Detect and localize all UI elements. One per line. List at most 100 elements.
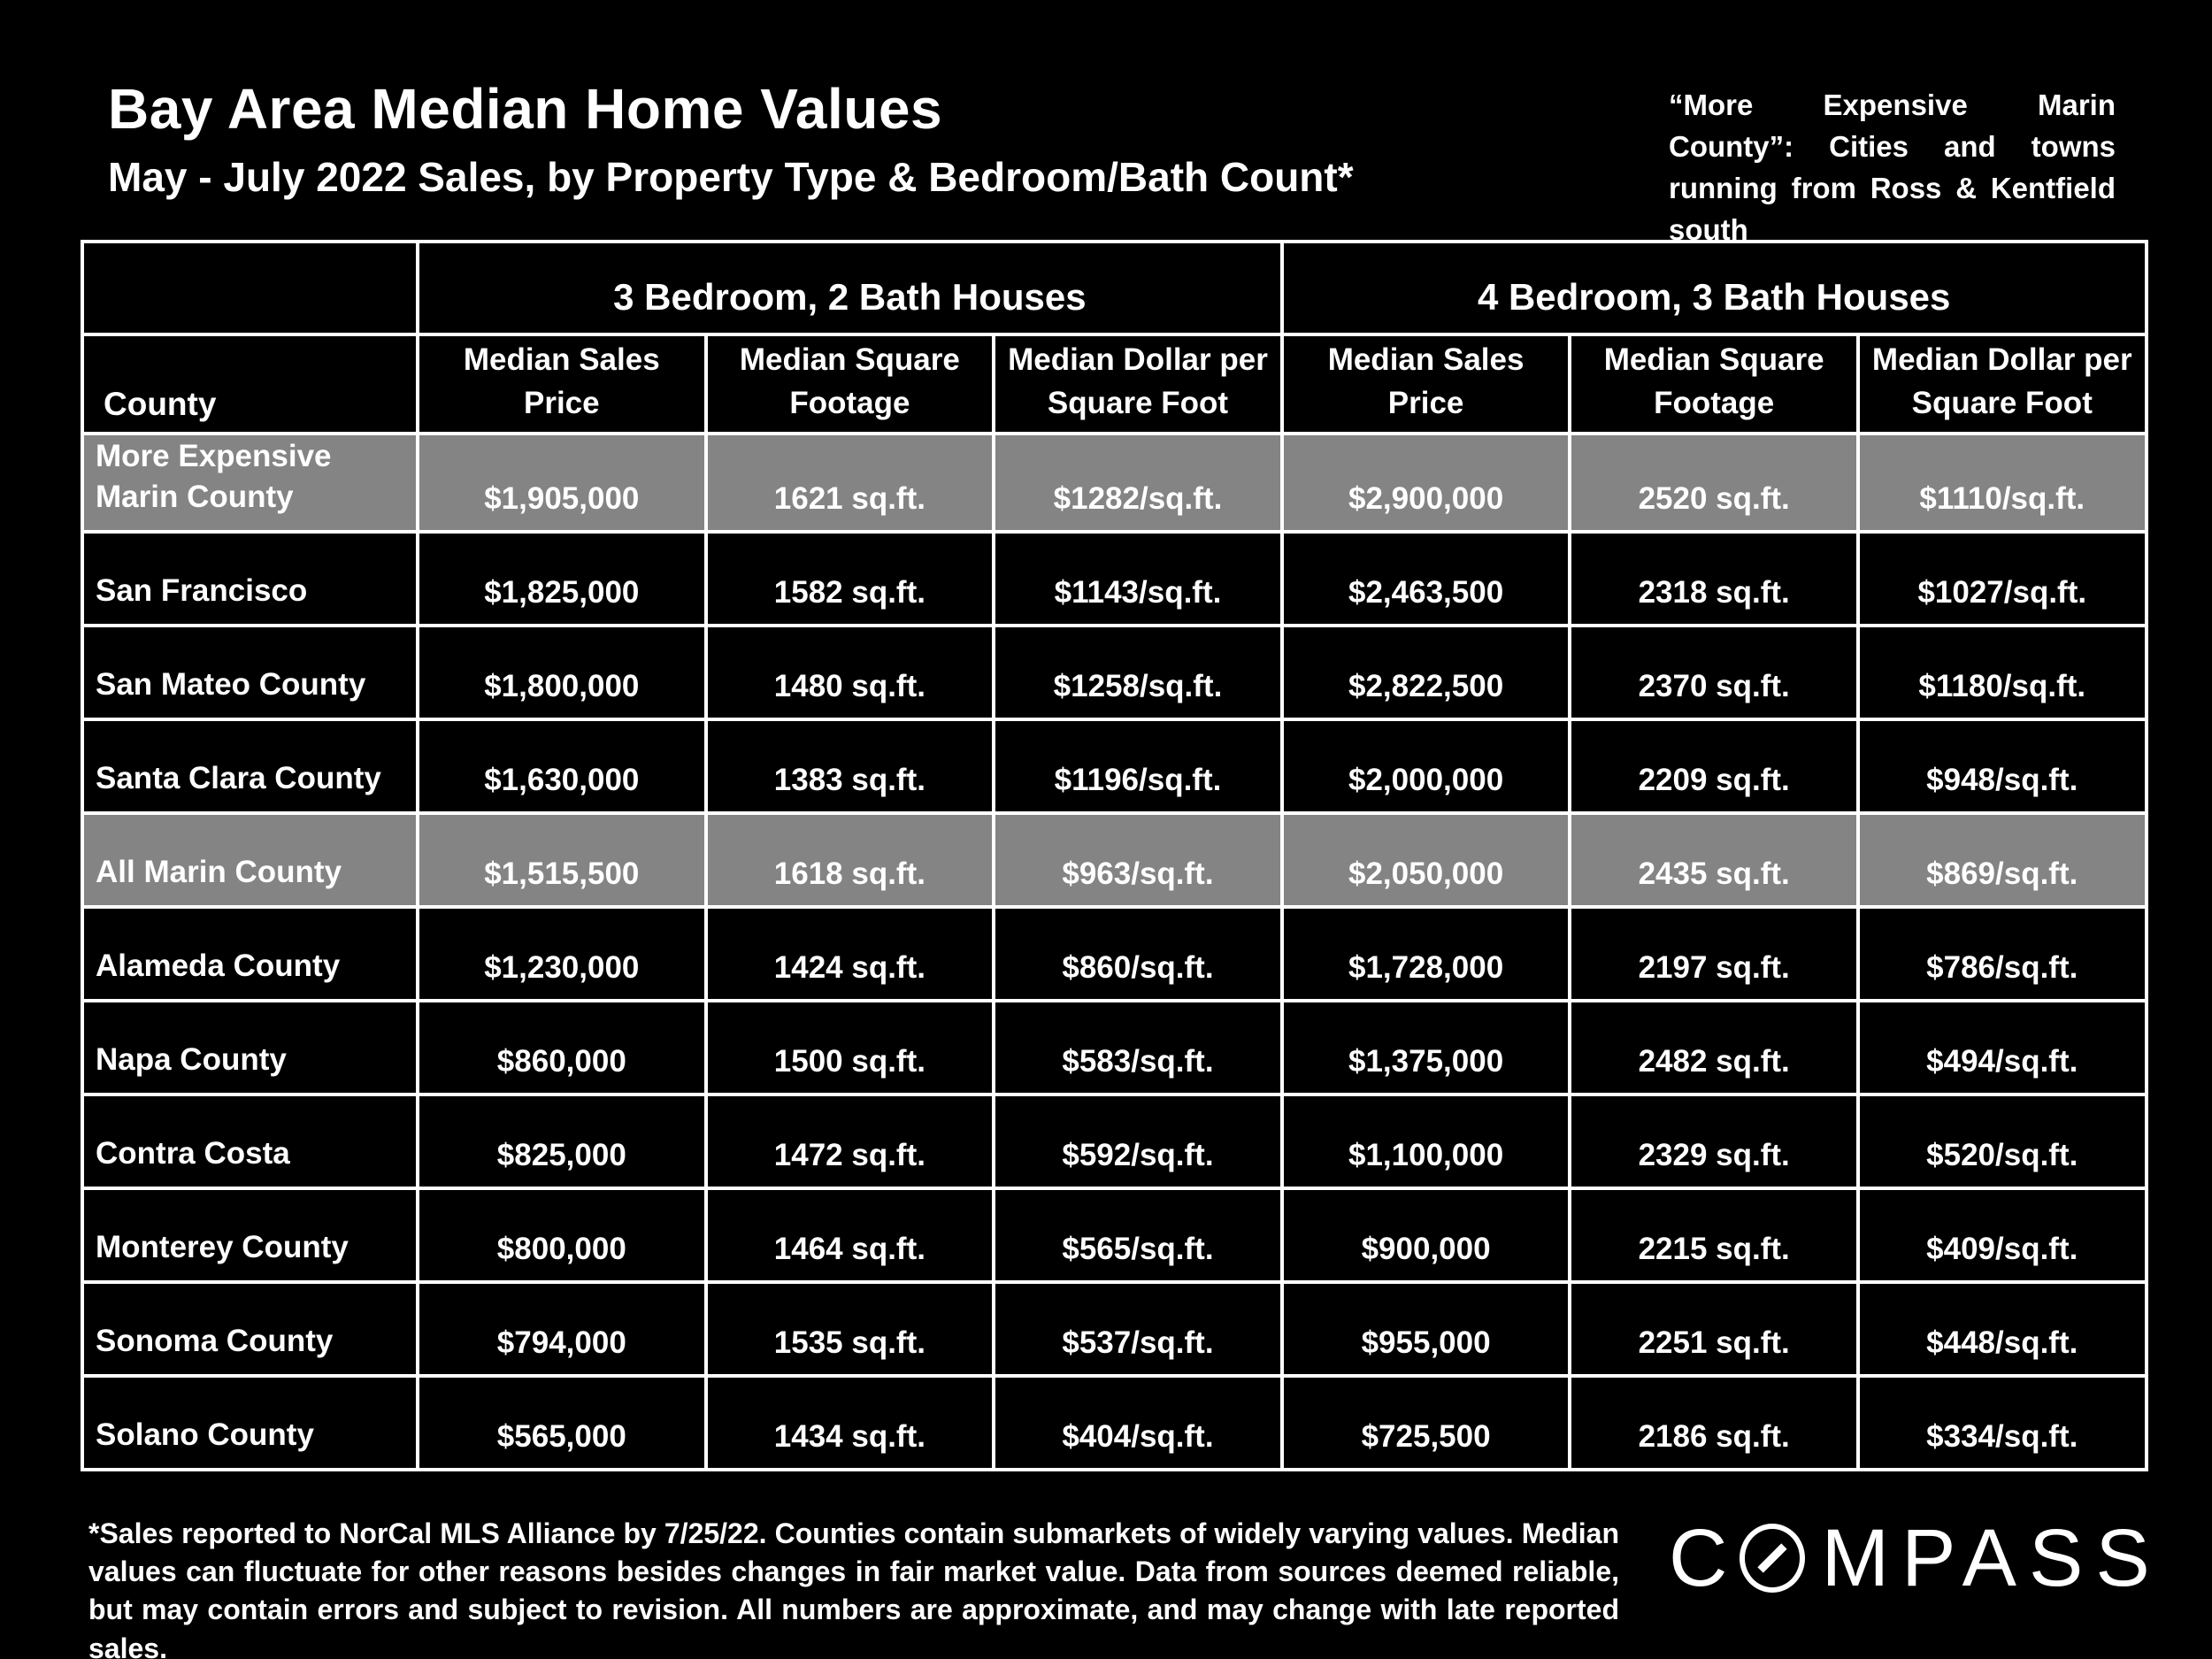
value-cell: $2,050,000 bbox=[1279, 811, 1572, 909]
value-cell: 1472 sq.ft. bbox=[703, 1093, 996, 1190]
value-cell: $1,905,000 bbox=[416, 432, 708, 534]
table-row: Alameda County $1,230,000 1424 sq.ft. $8… bbox=[81, 905, 2148, 1002]
value-cell: $565/sq.ft. bbox=[992, 1187, 1284, 1284]
value-cell: 1424 sq.ft. bbox=[703, 905, 996, 1002]
page-title: Bay Area Median Home Values bbox=[108, 77, 943, 141]
value-cell: $404/sq.ft. bbox=[992, 1374, 1284, 1471]
value-cell: $565,000 bbox=[416, 1374, 708, 1471]
footnote-disclaimer: *Sales reported to NorCal MLS Alliance b… bbox=[88, 1517, 1619, 1659]
col-header-sales-price-4bd: Median Sales Price bbox=[1279, 333, 1572, 435]
table-row: All Marin County $1,515,500 1618 sq.ft. … bbox=[81, 811, 2148, 909]
value-cell: $2,900,000 bbox=[1279, 432, 1572, 534]
value-cell: 1621 sq.ft. bbox=[703, 432, 996, 534]
value-cell: 1535 sq.ft. bbox=[703, 1280, 996, 1378]
value-cell: $583/sq.ft. bbox=[992, 999, 1284, 1096]
value-cell: 1500 sq.ft. bbox=[703, 999, 996, 1096]
group-header-3bed2bath: 3 Bedroom, 2 Bath Houses bbox=[416, 240, 1284, 336]
county-cell: San Francisco bbox=[81, 530, 419, 627]
compass-needle-o-icon bbox=[1740, 1524, 1806, 1593]
value-cell: $2,463,500 bbox=[1279, 530, 1572, 627]
column-header-row: County Median Sales Price Median Square … bbox=[81, 333, 2148, 435]
county-cell: Monterey County bbox=[81, 1187, 419, 1284]
county-cell: Alameda County bbox=[81, 905, 419, 1002]
group-header-4bed3bath: 4 Bedroom, 3 Bath Houses bbox=[1279, 240, 2148, 336]
value-cell: $334/sq.ft. bbox=[1855, 1374, 2148, 1471]
county-cell: All Marin County bbox=[81, 811, 419, 909]
compass-logo-letter-c: C bbox=[1669, 1513, 1728, 1603]
col-header-dollar-per-sqft-3bd: Median Dollar per Square Foot bbox=[992, 333, 1284, 435]
value-cell: $900,000 bbox=[1279, 1187, 1572, 1284]
value-cell: 1480 sq.ft. bbox=[703, 624, 996, 721]
value-cell: 2370 sq.ft. bbox=[1568, 624, 1860, 721]
value-cell: $860,000 bbox=[416, 999, 708, 1096]
value-cell: $1258/sq.ft. bbox=[992, 624, 1284, 721]
col-header-square-footage-3bd: Median Square Footage bbox=[703, 333, 996, 435]
value-cell: 1383 sq.ft. bbox=[703, 718, 996, 815]
compass-logo-letters-mpass: MPASS bbox=[1821, 1513, 2162, 1603]
value-cell: $1180/sq.ft. bbox=[1855, 624, 2148, 721]
value-cell: $2,000,000 bbox=[1279, 718, 1572, 815]
table-row: More Expensive Marin County $1,905,000 1… bbox=[81, 432, 2148, 534]
needle-slash bbox=[1757, 1543, 1788, 1573]
value-cell: 2251 sq.ft. bbox=[1568, 1280, 1860, 1378]
value-cell: 2215 sq.ft. bbox=[1568, 1187, 1860, 1284]
page-subtitle: May - July 2022 Sales, by Property Type … bbox=[108, 154, 1354, 200]
county-cell: More Expensive Marin County bbox=[81, 432, 419, 534]
compass-logo: C MPASS bbox=[1662, 1517, 2170, 1599]
table-row: San Mateo County $1,800,000 1480 sq.ft. … bbox=[81, 624, 2148, 721]
value-cell: $825,000 bbox=[416, 1093, 708, 1190]
value-cell: $794,000 bbox=[416, 1280, 708, 1378]
value-cell: $537/sq.ft. bbox=[992, 1280, 1284, 1378]
table-row: San Francisco $1,825,000 1582 sq.ft. $11… bbox=[81, 530, 2148, 627]
col-header-square-footage-4bd: Median Square Footage bbox=[1568, 333, 1860, 435]
value-cell: 2329 sq.ft. bbox=[1568, 1093, 1860, 1190]
table-row: Sonoma County $794,000 1535 sq.ft. $537/… bbox=[81, 1280, 2148, 1378]
value-cell: 2197 sq.ft. bbox=[1568, 905, 1860, 1002]
value-cell: 2520 sq.ft. bbox=[1568, 432, 1860, 534]
corner-cell bbox=[81, 240, 419, 336]
value-cell: 1464 sq.ft. bbox=[703, 1187, 996, 1284]
value-cell: $963/sq.ft. bbox=[992, 811, 1284, 909]
county-cell: Napa County bbox=[81, 999, 419, 1096]
value-cell: $2,822,500 bbox=[1279, 624, 1572, 721]
value-cell: $592/sq.ft. bbox=[992, 1093, 1284, 1190]
table-row: Napa County $860,000 1500 sq.ft. $583/sq… bbox=[81, 999, 2148, 1096]
county-cell: San Mateo County bbox=[81, 624, 419, 721]
value-cell: $1143/sq.ft. bbox=[992, 530, 1284, 627]
value-cell: $1,375,000 bbox=[1279, 999, 1572, 1096]
value-cell: 2435 sq.ft. bbox=[1568, 811, 1860, 909]
county-cell: Sonoma County bbox=[81, 1280, 419, 1378]
value-cell: 2482 sq.ft. bbox=[1568, 999, 1860, 1096]
table-row: Solano County $565,000 1434 sq.ft. $404/… bbox=[81, 1374, 2148, 1471]
home-values-table: 3 Bedroom, 2 Bath Houses 4 Bedroom, 3 Ba… bbox=[81, 240, 2148, 1471]
value-cell: 2318 sq.ft. bbox=[1568, 530, 1860, 627]
value-cell: $1027/sq.ft. bbox=[1855, 530, 2148, 627]
value-cell: 1582 sq.ft. bbox=[703, 530, 996, 627]
value-cell: 2209 sq.ft. bbox=[1568, 718, 1860, 815]
value-cell: $1,630,000 bbox=[416, 718, 708, 815]
value-cell: $1282/sq.ft. bbox=[992, 432, 1284, 534]
table-row: Contra Costa $825,000 1472 sq.ft. $592/s… bbox=[81, 1093, 2148, 1190]
col-header-sales-price-3bd: Median Sales Price bbox=[416, 333, 708, 435]
value-cell: $786/sq.ft. bbox=[1855, 905, 2148, 1002]
county-column-header: County bbox=[81, 333, 419, 435]
value-cell: $725,500 bbox=[1279, 1374, 1572, 1471]
value-cell: $448/sq.ft. bbox=[1855, 1280, 2148, 1378]
table-row: Monterey County $800,000 1464 sq.ft. $56… bbox=[81, 1187, 2148, 1284]
value-cell: $869/sq.ft. bbox=[1855, 811, 2148, 909]
value-cell: $955,000 bbox=[1279, 1280, 1572, 1378]
county-cell: Solano County bbox=[81, 1374, 419, 1471]
value-cell: $1,100,000 bbox=[1279, 1093, 1572, 1190]
value-cell: $1,800,000 bbox=[416, 624, 708, 721]
value-cell: $1110/sq.ft. bbox=[1855, 432, 2148, 534]
value-cell: $1,230,000 bbox=[416, 905, 708, 1002]
value-cell: 1434 sq.ft. bbox=[703, 1374, 996, 1471]
value-cell: $520/sq.ft. bbox=[1855, 1093, 2148, 1190]
value-cell: $800,000 bbox=[416, 1187, 708, 1284]
table-row: Santa Clara County $1,630,000 1383 sq.ft… bbox=[81, 718, 2148, 815]
group-header-row: 3 Bedroom, 2 Bath Houses 4 Bedroom, 3 Ba… bbox=[81, 240, 2148, 336]
value-cell: $1,515,500 bbox=[416, 811, 708, 909]
value-cell: $1196/sq.ft. bbox=[992, 718, 1284, 815]
value-cell: 1618 sq.ft. bbox=[703, 811, 996, 909]
